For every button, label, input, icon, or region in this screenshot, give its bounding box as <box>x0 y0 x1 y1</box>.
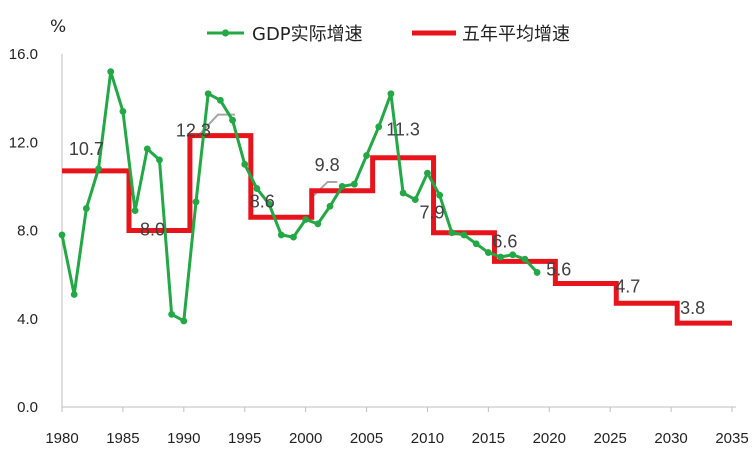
average-data-label: 6.6 <box>492 231 517 251</box>
gdp-growth-point <box>204 90 212 98</box>
gdp-growth-point <box>521 255 529 263</box>
y-tick-label: 16.0 <box>9 46 38 63</box>
average-data-label: 12.3 <box>176 121 211 141</box>
y-tick-labels: 0.0 4.0 8.0 12.0 16.0 <box>9 46 38 416</box>
gdp-growth-point <box>82 205 90 212</box>
five-year-average-line <box>62 133 732 326</box>
gdp-growth-point <box>277 231 285 239</box>
x-tick-label: 2015 <box>472 430 505 447</box>
gdp-growth-point <box>119 107 127 115</box>
average-data-label: 5.6 <box>546 259 571 279</box>
gdp-growth-point <box>350 180 358 188</box>
y-tick-label: 0.0 <box>17 399 38 416</box>
gdp-growth-line <box>60 70 539 323</box>
gdp-growth-point <box>436 191 444 199</box>
gdp-growth-point <box>290 233 297 241</box>
gdp-growth-point <box>156 156 163 164</box>
series-gdp-growth <box>58 68 541 325</box>
x-tick-label: 2025 <box>593 430 626 447</box>
average-data-label: 4.7 <box>615 276 640 296</box>
gdp-growth-point <box>265 200 273 208</box>
average-data-label: 10.7 <box>69 139 104 159</box>
gdp-growth-point <box>253 185 261 192</box>
x-tick-label: 2035 <box>715 430 748 447</box>
gdp-growth-point <box>460 231 468 239</box>
gdp-growth-point <box>411 196 419 204</box>
gdp-growth-point <box>472 240 480 248</box>
average-data-label: 8.6 <box>250 191 275 211</box>
gdp-growth-point <box>241 160 249 168</box>
gdp-growth-point <box>58 231 66 239</box>
gdp-growth-point <box>131 207 139 215</box>
gdp-growth-point <box>484 249 492 256</box>
x-tick-labels: 1980 1985 1990 1995 2000 2005 2010 2015 2020 2025… <box>45 407 749 447</box>
x-tick-label: 2000 <box>289 430 322 447</box>
gdp-growth-point <box>363 152 370 159</box>
x-tick-label: 2030 <box>654 430 687 447</box>
gdp-growth-point <box>192 198 200 206</box>
gdp-growth-point <box>95 165 102 173</box>
y-axis-unit: % <box>50 17 66 37</box>
gdp-growth-point <box>107 68 115 76</box>
gdp-growth-point <box>229 116 236 124</box>
gdp-growth-point <box>533 269 541 276</box>
series-five-year-average <box>62 133 732 326</box>
gdp-growth-point <box>70 291 78 298</box>
gdp-growth-point <box>448 229 456 237</box>
average-data-label: 11.3 <box>386 120 420 140</box>
average-data-label: 9.8 <box>315 155 340 175</box>
gdp-growth-point <box>375 123 383 131</box>
gdp-growth-point <box>216 96 224 104</box>
x-tick-label: 2005 <box>350 430 383 447</box>
y-tick-label: 4.0 <box>17 311 38 328</box>
gdp-growth-point <box>338 182 346 190</box>
x-tick-label: 1985 <box>106 430 139 447</box>
legend-average-label: 五年平均增速 <box>462 24 570 45</box>
gdp-growth-point <box>180 317 188 325</box>
gdp-growth-point <box>168 310 176 318</box>
gdp-growth-point <box>143 145 151 153</box>
gdp-growth-point <box>326 202 334 210</box>
gdp-growth-point <box>387 90 395 98</box>
gdp-growth-point <box>314 220 322 228</box>
legend: GDP实际增速 五年平均增速 <box>207 24 570 45</box>
gdp-growth-point <box>497 253 504 261</box>
x-tick-label: 2020 <box>533 430 566 447</box>
average-data-label: 7.9 <box>419 203 444 223</box>
x-tick-label: 1995 <box>228 430 261 447</box>
average-data-label: 3.8 <box>680 298 705 318</box>
data-labels: 10.7 8.0 12.3 8.6 9.8 11.3 7.9 6.6 5.6 4.7 3.8 <box>69 120 705 318</box>
y-tick-label: 12.0 <box>9 134 38 151</box>
x-tick-label: 1990 <box>167 430 200 447</box>
gdp-growth-point <box>509 251 517 259</box>
gdp-growth-point <box>302 216 310 223</box>
gdp-growth-point <box>399 189 407 197</box>
x-tick-label: 1980 <box>45 430 78 447</box>
y-tick-label: 8.0 <box>17 223 38 240</box>
x-tick-label: 2010 <box>411 430 444 447</box>
legend-gdp-marker <box>221 29 230 37</box>
average-data-label: 8.0 <box>140 220 165 240</box>
gdp-growth-point <box>424 169 431 177</box>
legend-gdp-label: GDP实际增速 <box>252 24 363 45</box>
